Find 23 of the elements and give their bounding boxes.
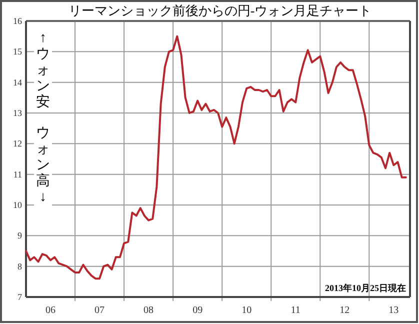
x-tick-label: 09 bbox=[192, 305, 203, 316]
x-tick-label: 11 bbox=[290, 305, 300, 316]
y-tick-label: 12 bbox=[13, 138, 22, 149]
annotation: 2013年10月25日現在 bbox=[325, 283, 406, 293]
x-tick-label: 12 bbox=[340, 305, 350, 316]
y-tick-label: 10 bbox=[13, 200, 22, 210]
annotation: ↑ウォン安 bbox=[36, 31, 50, 110]
x-tick-label: 06 bbox=[46, 305, 56, 316]
annotation: ウォン高↓ bbox=[36, 126, 50, 205]
y-tick-label: 14 bbox=[13, 77, 22, 88]
y-tick-label: 7 bbox=[18, 292, 22, 302]
x-tick-label: 07 bbox=[94, 305, 105, 316]
y-tick-label: 9 bbox=[18, 230, 22, 241]
y-tick-label: 11 bbox=[13, 169, 22, 180]
line-series bbox=[25, 35, 407, 280]
chart-title: リーマンショック前後からの円-ウォン月足チャート bbox=[68, 3, 372, 18]
y-tick-label: 13 bbox=[13, 108, 22, 118]
y-tick-label: 15 bbox=[13, 46, 22, 57]
y-tick-label: 8 bbox=[18, 261, 22, 272]
x-tick-label: 08 bbox=[144, 305, 154, 316]
x-tick-label: 10 bbox=[242, 305, 252, 316]
x-tick-label: 13 bbox=[388, 305, 399, 316]
y-tick-label: 16 bbox=[13, 16, 22, 26]
